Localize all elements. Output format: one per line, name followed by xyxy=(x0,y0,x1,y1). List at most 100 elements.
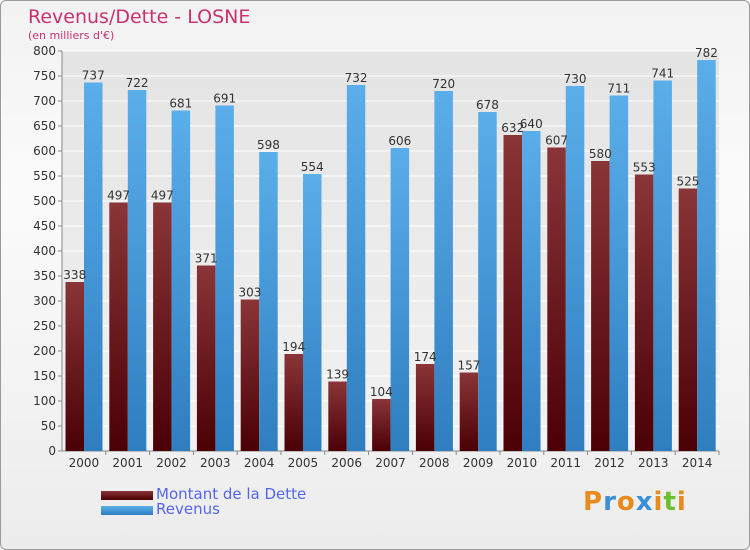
bar-dette xyxy=(415,364,435,451)
bar-dette xyxy=(284,354,303,451)
data-label-dette: 580 xyxy=(589,147,612,161)
data-label-dette: 174 xyxy=(414,350,437,364)
data-label-dette: 338 xyxy=(63,268,86,282)
x-tick-label: 2012 xyxy=(594,456,625,470)
bar-revenus xyxy=(259,152,278,451)
bar-dette xyxy=(591,161,610,451)
x-tick-label: 2005 xyxy=(288,456,319,470)
y-tick-label: 100 xyxy=(33,394,56,408)
data-label-dette: 104 xyxy=(370,385,393,399)
bar-dette xyxy=(153,202,172,451)
logo-letter: P xyxy=(583,487,604,517)
data-label-revenus: 691 xyxy=(213,92,236,106)
x-tick-label: 2003 xyxy=(200,456,231,470)
y-tick-label: 250 xyxy=(33,319,56,333)
bar-revenus xyxy=(478,112,497,451)
y-tick-label: 200 xyxy=(33,344,56,358)
y-tick-label: 450 xyxy=(33,219,56,233)
y-tick-label: 150 xyxy=(33,369,56,383)
data-label-revenus: 640 xyxy=(520,117,543,131)
chart-title: Revenus/Dette - LOSNE xyxy=(28,6,251,28)
data-label-dette: 371 xyxy=(195,252,218,266)
y-tick-label: 0 xyxy=(48,444,56,458)
x-tick-label: 2001 xyxy=(112,456,143,470)
data-label-dette: 632 xyxy=(501,121,524,135)
data-label-revenus: 598 xyxy=(257,138,280,152)
data-label-revenus: 730 xyxy=(564,72,587,86)
x-tick-label: 2007 xyxy=(375,456,406,470)
y-tick-label: 400 xyxy=(33,244,56,258)
bar-revenus xyxy=(127,90,147,451)
data-label-revenus: 741 xyxy=(651,67,674,81)
data-label-revenus: 678 xyxy=(476,98,499,112)
data-label-revenus: 606 xyxy=(388,134,411,148)
logo-letter: x xyxy=(635,487,654,517)
y-tick-label: 350 xyxy=(33,269,56,283)
x-tick-label: 2000 xyxy=(69,456,100,470)
y-tick-label: 50 xyxy=(41,419,56,433)
x-tick-label: 2013 xyxy=(638,456,669,470)
data-label-revenus: 782 xyxy=(695,46,718,60)
bar-revenus xyxy=(171,110,191,451)
data-label-revenus: 711 xyxy=(607,82,630,96)
data-label-dette: 139 xyxy=(326,368,349,382)
data-label-dette: 157 xyxy=(457,359,480,373)
x-tick-label: 2002 xyxy=(156,456,187,470)
data-label-dette: 497 xyxy=(107,189,130,203)
bar-revenus xyxy=(522,131,541,451)
y-tick-label: 650 xyxy=(33,119,56,133)
bar-revenus xyxy=(390,148,410,451)
bar-revenus xyxy=(434,91,453,451)
bar-dette xyxy=(196,265,216,451)
bar-dette xyxy=(678,188,698,451)
bar-revenus xyxy=(303,174,322,451)
y-tick-label: 700 xyxy=(33,94,56,108)
logo-letter: i xyxy=(676,487,687,517)
data-label-revenus: 720 xyxy=(432,77,455,91)
data-label-dette: 553 xyxy=(633,161,656,175)
logo-letter: r xyxy=(603,487,617,517)
y-tick-label: 500 xyxy=(33,194,56,208)
data-label-revenus: 732 xyxy=(345,71,368,85)
y-tick-label: 300 xyxy=(33,294,56,308)
x-tick-label: 2004 xyxy=(244,456,275,470)
bar-revenus xyxy=(609,95,629,451)
x-tick-label: 2014 xyxy=(682,456,713,470)
legend-label-dette: Montant de la Dette xyxy=(156,485,307,503)
data-label-dette: 525 xyxy=(676,175,699,189)
data-label-dette: 303 xyxy=(238,286,261,300)
bar-revenus xyxy=(653,80,672,451)
logo-letter: o xyxy=(616,487,636,517)
x-tick-label: 2011 xyxy=(550,456,581,470)
logo-letter: i xyxy=(653,487,664,517)
bar-dette xyxy=(109,202,128,451)
x-tick-label: 2008 xyxy=(419,456,450,470)
proxiti-logo: Proxiti xyxy=(583,487,687,517)
bar-dette xyxy=(65,282,84,451)
data-label-revenus: 681 xyxy=(169,97,192,111)
bar-dette xyxy=(503,135,522,451)
y-tick-label: 800 xyxy=(33,44,56,58)
legend-label-revenus: Revenus xyxy=(156,500,220,518)
data-label-dette: 497 xyxy=(151,189,174,203)
bar-revenus xyxy=(346,85,366,451)
logo-letter: t xyxy=(663,487,677,517)
bar-dette xyxy=(328,381,347,451)
data-label-revenus: 722 xyxy=(126,76,149,90)
data-label-dette: 194 xyxy=(282,340,305,354)
x-tick-label: 2010 xyxy=(507,456,538,470)
data-label-revenus: 554 xyxy=(301,160,324,174)
bar-revenus xyxy=(84,82,103,451)
bar-dette xyxy=(547,147,566,451)
data-label-dette: 607 xyxy=(545,134,568,148)
legend-swatch-dette xyxy=(101,491,153,500)
y-tick-label: 550 xyxy=(33,169,56,183)
bar-dette xyxy=(459,372,479,451)
y-tick-label: 600 xyxy=(33,144,56,158)
chart-subtitle: (en milliers d'€) xyxy=(28,29,115,42)
bar-revenus xyxy=(697,60,716,451)
data-label-revenus: 737 xyxy=(82,69,105,83)
bar-dette xyxy=(240,299,260,451)
